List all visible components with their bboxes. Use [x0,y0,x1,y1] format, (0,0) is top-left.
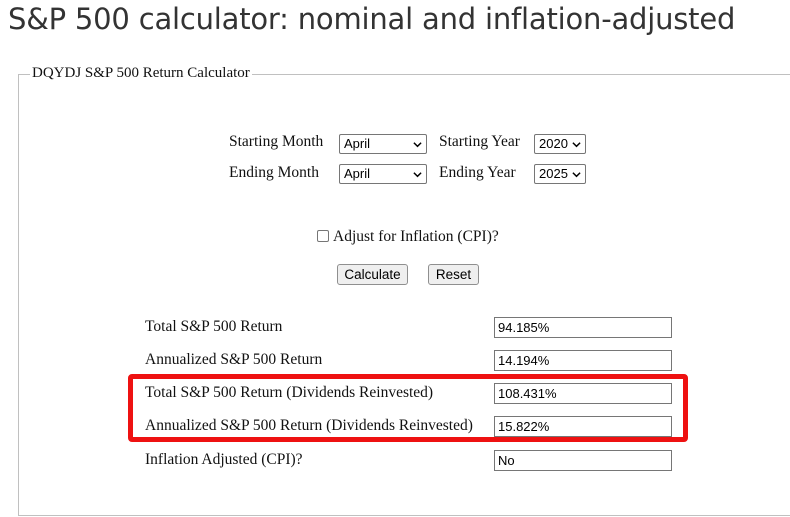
starting-month-select[interactable]: April [339,134,427,154]
highlight-box [128,374,688,442]
inflation-label: Adjust for Inflation (CPI)? [333,228,499,245]
starting-month-label: Starting Month [229,133,324,150]
calculator-fieldset [18,74,790,516]
result-label-inflation-adjusted: Inflation Adjusted (CPI)? [145,451,303,468]
calculator-legend: DQYDJ S&P 500 Return Calculator [30,65,252,82]
ending-year-label: Ending Year [439,164,516,181]
result-label-annualized-return: Annualized S&P 500 Return [145,351,323,368]
starting-year-select[interactable]: 2020 [534,134,586,154]
result-field-total-return[interactable]: 94.185% [494,317,672,338]
ending-month-select[interactable]: April [339,164,427,184]
chevron-down-icon [413,142,422,148]
chevron-down-icon [572,142,581,148]
ending-month-value: April [344,166,371,181]
result-field-total-return-dividends[interactable]: 108.431% [494,383,672,404]
inflation-checkbox[interactable] [317,230,329,242]
starting-year-value: 2020 [539,136,568,151]
starting-year-label: Starting Year [439,133,520,150]
chevron-down-icon [413,172,422,178]
result-field-inflation-adjusted[interactable]: No [494,450,672,471]
starting-month-value: April [344,136,371,151]
result-label-total-return-dividends: Total S&P 500 Return (Dividends Reinvest… [145,384,434,401]
chevron-down-icon [572,172,581,178]
ending-month-label: Ending Month [229,164,319,181]
ending-year-select[interactable]: 2025 [534,164,586,184]
result-label-annualized-return-dividends: Annualized S&P 500 Return (Dividends Rei… [145,417,473,434]
result-field-annualized-return-dividends[interactable]: 15.822% [494,416,672,437]
result-label-total-return: Total S&P 500 Return [145,318,283,335]
page-title: S&P 500 calculator: nominal and inflatio… [8,2,736,36]
reset-button[interactable]: Reset [428,264,479,285]
ending-year-value: 2025 [539,166,568,181]
result-field-annualized-return[interactable]: 14.194% [494,350,672,371]
calculate-button[interactable]: Calculate [337,264,408,285]
